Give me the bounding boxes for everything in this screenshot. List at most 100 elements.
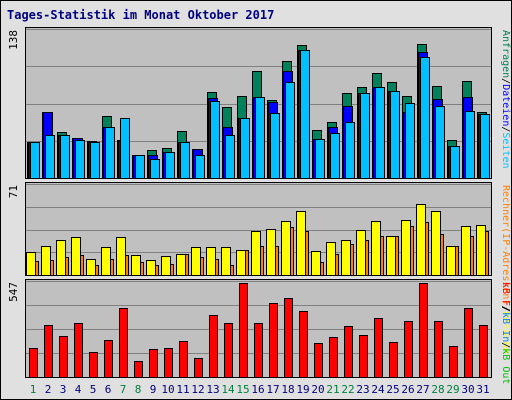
bar-seiten-day-16 [255, 97, 265, 179]
bar-kb-f-day-7 [119, 308, 128, 378]
bar-kb-f-day-2 [44, 325, 53, 378]
series-besuche [26, 204, 486, 276]
bar-besuche-day-8 [131, 255, 141, 276]
bar-besuche-day-3 [56, 240, 66, 276]
bar-kb-f-day-9 [149, 349, 158, 378]
legend-entry: (IP-Adressen) [500, 227, 511, 305]
bar-kb-f-day-5 [89, 352, 98, 378]
bar-besuche-day-30 [461, 226, 471, 276]
legend-entry: kB In [500, 312, 511, 342]
bar-besuche-day-16 [251, 231, 261, 276]
legend-entry: Anfragen [500, 30, 511, 78]
x-tick-label: 25 [386, 383, 399, 396]
bar-seiten-day-26 [405, 103, 415, 179]
bar-kb-f-day-16 [254, 323, 263, 378]
bar-seiten-day-3 [60, 135, 70, 179]
panel-kbytes-max-label: 547 [7, 282, 20, 302]
bar-seiten-day-19 [300, 50, 310, 179]
x-tick-label: 1 [30, 383, 37, 396]
bar-seiten-day-21 [330, 133, 340, 179]
bar-besuche-day-18 [281, 221, 291, 276]
bar-besuche-day-24 [371, 221, 381, 276]
bar-kb-f-day-3 [59, 336, 68, 378]
x-tick-label: 5 [90, 383, 97, 396]
bar-kb-f-day-17 [269, 303, 278, 378]
series-seiten [30, 50, 490, 179]
panel-kbytes-legend: kB F/kB In/kB Out [500, 282, 511, 384]
legend-entry: / [500, 78, 511, 84]
x-tick-label: 7 [120, 383, 127, 396]
bar-seiten-day-23 [360, 93, 370, 179]
x-tick-label: 3 [60, 383, 67, 396]
bar-besuche-day-14 [221, 247, 231, 276]
x-tick-label: 24 [371, 383, 385, 396]
x-tick-label: 16 [251, 383, 264, 396]
x-tick-label: 21 [326, 383, 339, 396]
bar-besuche-day-10 [161, 256, 171, 276]
legend-entry: / [500, 305, 511, 311]
x-tick-label: 19 [296, 383, 309, 396]
x-tick-label: 11 [176, 383, 189, 396]
bar-besuche-day-1 [26, 252, 36, 276]
bar-seiten-day-2 [45, 135, 55, 179]
bar-seiten-day-31 [480, 114, 490, 179]
bar-seiten-day-28 [435, 106, 445, 179]
legend-entry: kB Out [500, 348, 511, 384]
x-tick-label: 30 [461, 383, 474, 396]
bar-kb-f-day-11 [179, 341, 188, 378]
x-tick-label: 8 [135, 383, 142, 396]
bar-kb-f-day-8 [134, 361, 143, 378]
chart-panels: 138 71 547 [7, 27, 492, 378]
x-tick-label: 17 [266, 383, 279, 396]
bar-kb-f-day-12 [194, 358, 203, 378]
panel-hits: 138 [7, 27, 492, 179]
x-tick-label: 27 [416, 383, 429, 396]
bar-kb-f-day-29 [449, 346, 458, 378]
bar-kb-f-day-23 [359, 335, 368, 378]
bar-kb-f-day-4 [74, 323, 83, 378]
bar-kb-f-day-13 [209, 315, 218, 378]
bar-seiten-day-20 [315, 139, 325, 179]
x-tick-label: 22 [341, 383, 354, 396]
bar-seiten-day-18 [285, 82, 295, 179]
bar-besuche-day-11 [176, 254, 186, 276]
x-tick-label: 23 [356, 383, 369, 396]
x-tick-label: 15 [236, 383, 249, 396]
x-axis-day-labels: 1 2 3 4 5 6 7 8 9 10 11 12 13 14 15 16 17 18 19 20 21 22 23 24 2… [30, 383, 490, 396]
bar-seiten-day-8 [135, 155, 145, 179]
bar-seiten-day-1 [30, 142, 40, 179]
bar-kb-f-day-26 [404, 321, 413, 378]
bar-besuche-day-28 [431, 211, 441, 276]
panel-visits-max-label: 71 [7, 185, 20, 198]
legend-entry: / [500, 126, 511, 132]
x-tick-label: 9 [150, 383, 157, 396]
bar-seiten-day-7 [120, 118, 130, 179]
bar-seiten-day-30 [465, 111, 475, 179]
bar-kb-f-day-27 [419, 283, 428, 378]
bar-kb-f-day-18 [284, 298, 293, 378]
bar-kb-f-day-22 [344, 326, 353, 378]
bar-kb-f-day-14 [224, 323, 233, 378]
bar-besuche-day-13 [206, 247, 216, 276]
bar-kb-f-day-10 [164, 348, 173, 378]
x-tick-label: 10 [161, 383, 174, 396]
bar-kb-f-day-24 [374, 318, 383, 378]
bar-seiten-day-12 [195, 155, 205, 179]
bar-kb-f-day-6 [104, 340, 113, 378]
legend-entry: / [500, 342, 511, 348]
bar-kb-f-day-28 [434, 321, 443, 378]
x-tick-label: 26 [401, 383, 414, 396]
bar-seiten-day-24 [375, 87, 385, 179]
bar-seiten-day-6 [105, 127, 115, 179]
bar-seiten-day-15 [240, 118, 250, 179]
x-tick-label: 4 [75, 383, 82, 396]
bar-seiten-day-10 [165, 152, 175, 179]
legend-entry: Dateien [500, 84, 511, 126]
bar-seiten-day-29 [450, 146, 460, 179]
panel-visits: 71 [7, 182, 492, 276]
x-tick-label: 29 [446, 383, 459, 396]
panel-visits-legend: Rechner(IP-Adressen)/Besuche [500, 185, 511, 354]
bar-besuche-day-5 [86, 259, 96, 276]
bar-besuche-day-17 [266, 229, 276, 276]
